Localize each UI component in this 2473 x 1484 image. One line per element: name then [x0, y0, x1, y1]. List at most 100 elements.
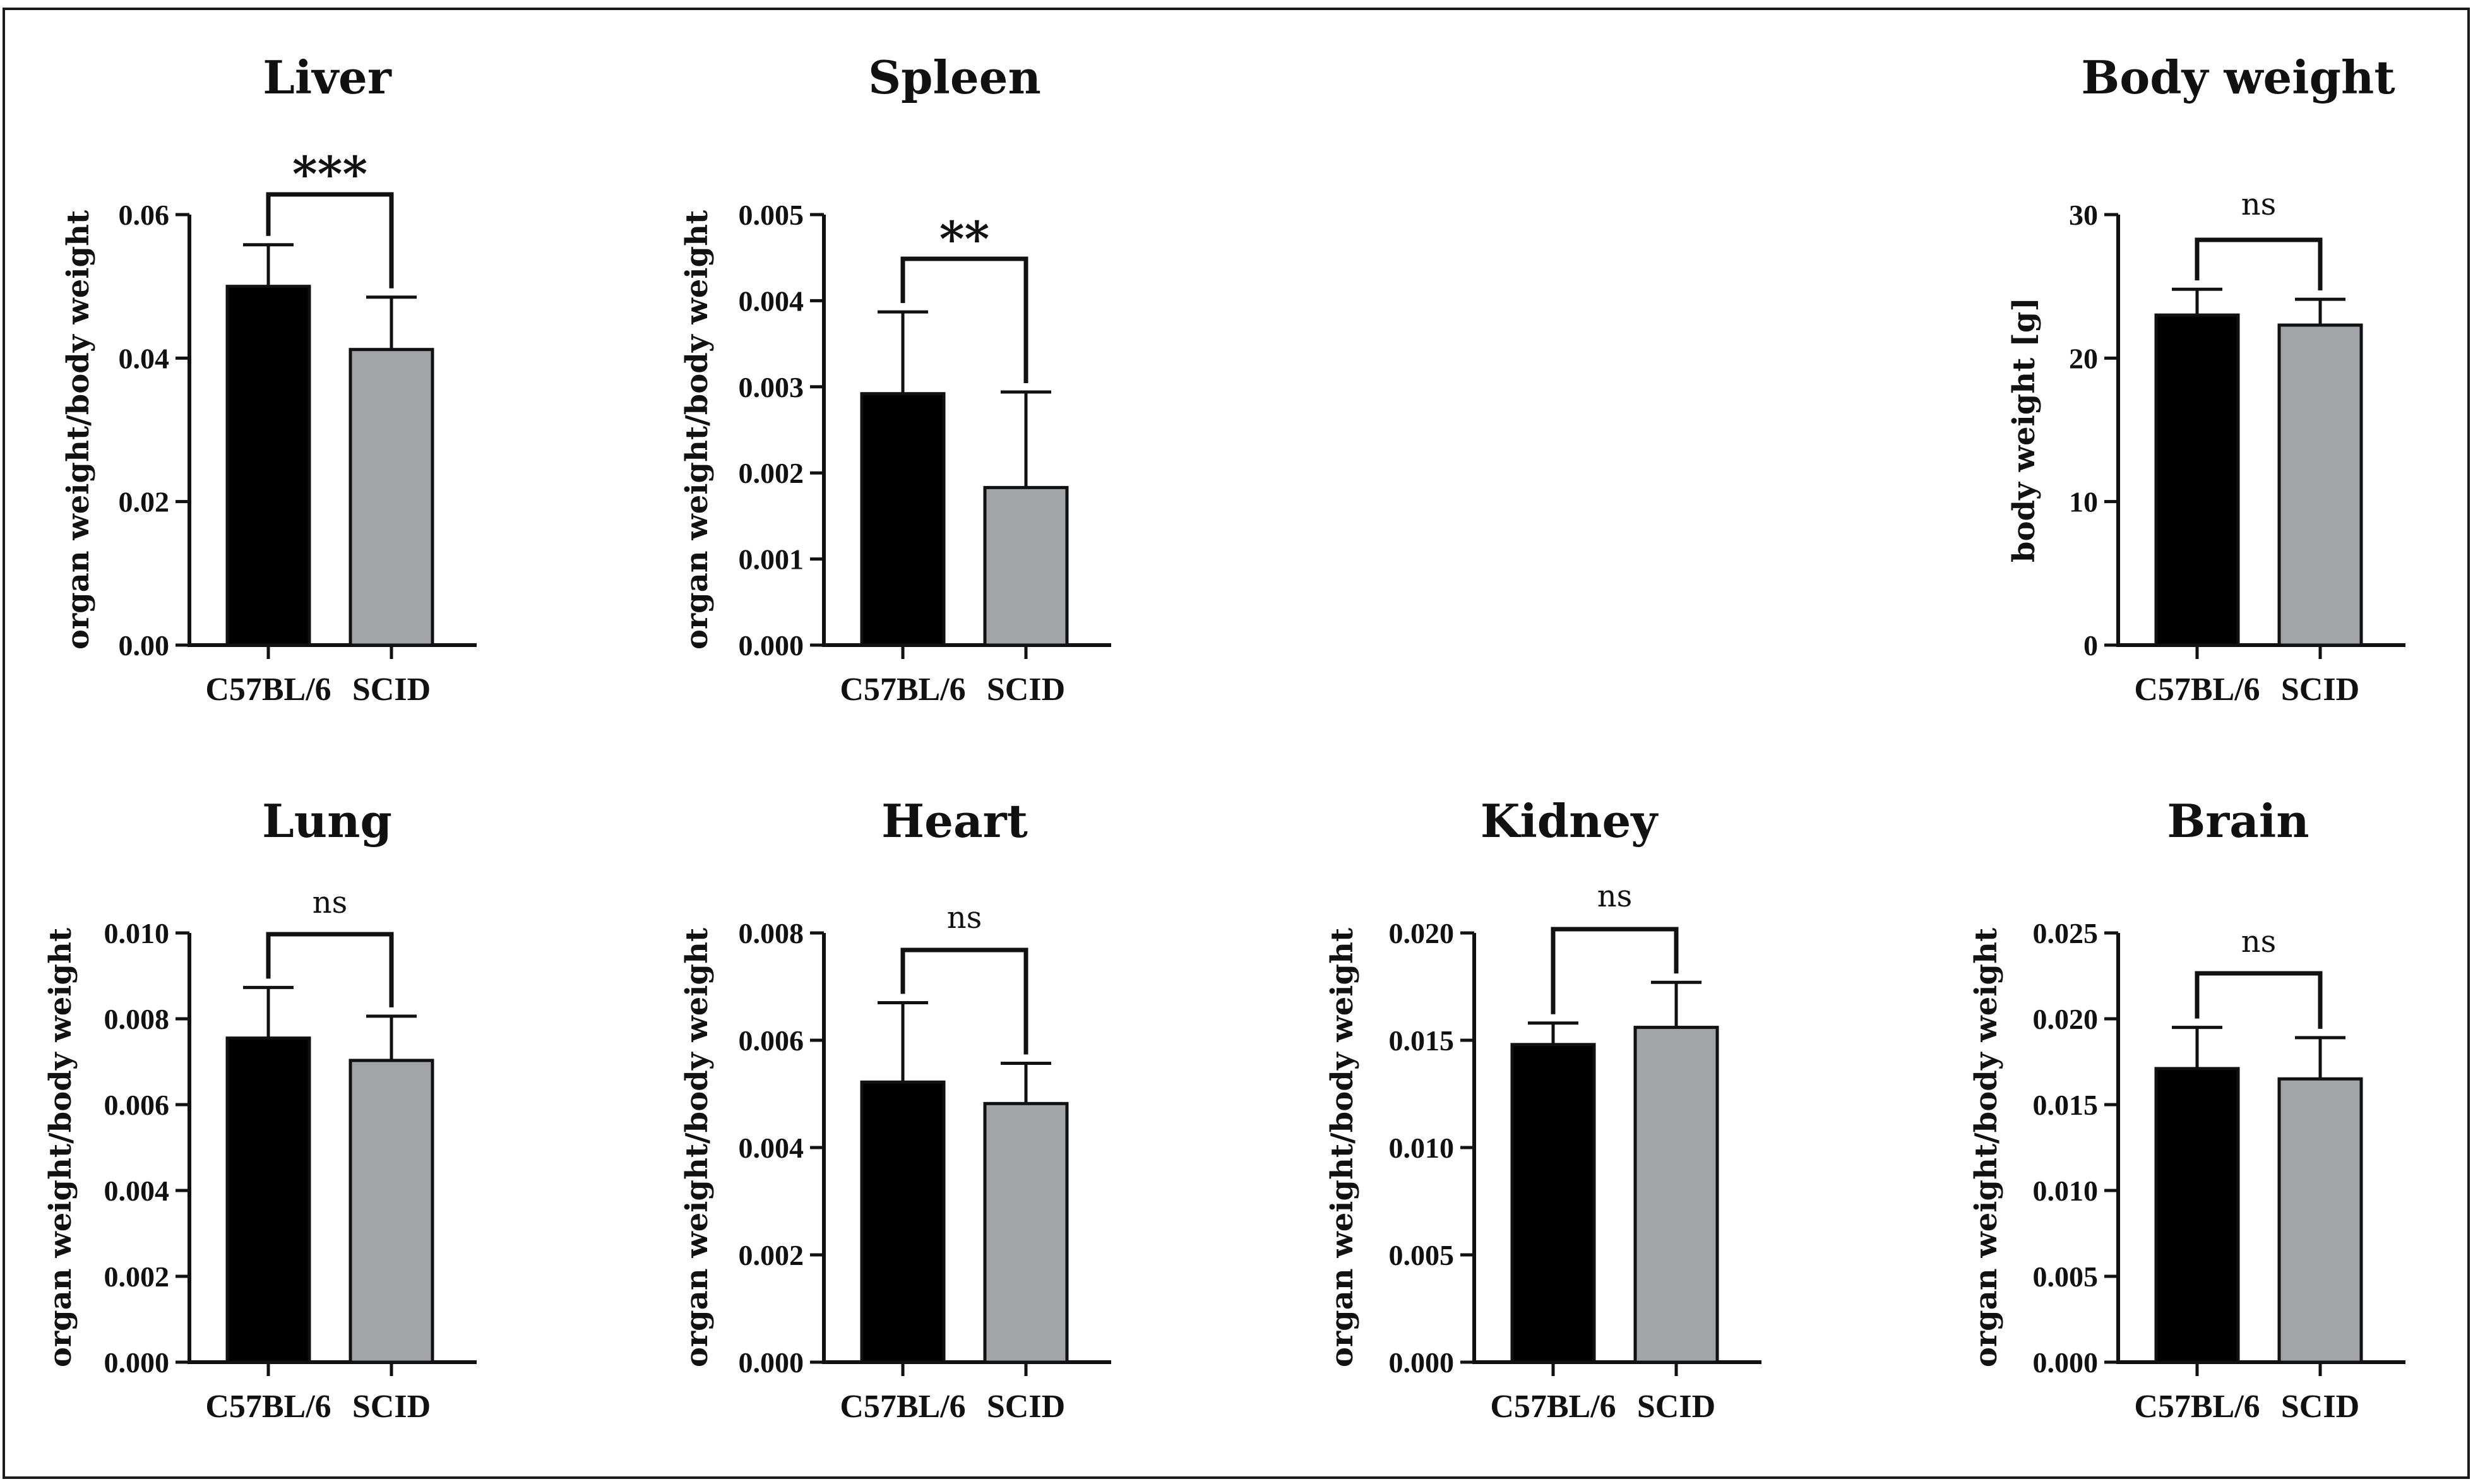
y-tick-label: 0.000 — [739, 629, 804, 662]
significance-label: ns — [2241, 924, 2277, 959]
y-tick-label: 0.000 — [104, 1346, 170, 1379]
significance-bracket — [266, 932, 394, 1007]
y-tick-label: 0.015 — [1389, 1024, 1455, 1057]
y-tick-label: 0.008 — [104, 1003, 170, 1035]
y-tick-label: 0.006 — [104, 1089, 170, 1121]
significance-bracket — [900, 947, 1028, 1055]
bar-c57bl-6 — [860, 1080, 946, 1364]
y-tick-label: 0.002 — [739, 457, 804, 489]
chart-body-weight: Body weight body weight [g] 0 10 20 30 C57BL/6… — [2006, 50, 2405, 708]
y-tick-label: 0.002 — [104, 1261, 170, 1293]
x-tick-label: C57BL/6 — [2134, 1389, 2260, 1425]
y-tick-label: 0.004 — [739, 285, 804, 317]
y-tick-label: 0.000 — [1389, 1346, 1455, 1379]
chart-heart: Heart organ weight/body weight 0.000 0.002 0… — [679, 794, 1111, 1425]
y-tick-label: 30 — [2069, 199, 2098, 231]
x-tick-label: C57BL/6 — [205, 672, 331, 708]
chart-spleen: Spleen organ weight/body weight 0.000 0.001… — [679, 50, 1111, 708]
chart-title: Heart — [881, 794, 1028, 848]
x-tick-label: C57BL/6 — [840, 1389, 965, 1425]
y-axis-label: organ weight/body weight — [679, 210, 715, 650]
y-tick-label: 0.010 — [2033, 1175, 2099, 1207]
y-axis-label: organ weight/body weight — [43, 928, 78, 1367]
significance-bracket — [2195, 971, 2323, 1029]
bar-scid — [2277, 1077, 2363, 1364]
significance-bracket — [900, 256, 1028, 383]
x-tick-label: SCID — [987, 672, 1065, 708]
chart-title: Kidney — [1481, 794, 1659, 848]
y-axis-label: organ weight/body weight — [1325, 928, 1360, 1367]
chart-liver: Liver organ weight/body weight 0.00 0.02 0.0… — [61, 50, 477, 708]
x-tick-label: SCID — [1637, 1389, 1715, 1425]
y-tick-label: 0.003 — [739, 371, 804, 403]
chart-title: Body weight — [2081, 50, 2395, 104]
bar-c57bl-6 — [1510, 1043, 1596, 1364]
y-axis-label: organ weight/body weight — [679, 928, 715, 1367]
y-tick-label: 0.020 — [1389, 917, 1455, 949]
y-tick-label: 0.008 — [739, 917, 804, 949]
significance-label: ns — [313, 885, 348, 920]
y-axis-label: organ weight/body weight — [61, 210, 96, 650]
y-tick-label: 0.010 — [1389, 1132, 1455, 1164]
bar-c57bl-6 — [225, 1036, 311, 1364]
y-tick-label: 0.02 — [119, 486, 170, 518]
chart-brain: Brain organ weight/body weight 0.000 0.005 0… — [1969, 794, 2405, 1425]
chart-title: Spleen — [868, 50, 1041, 104]
x-tick-label: C57BL/6 — [1490, 1389, 1616, 1425]
y-tick-label: 0.020 — [2033, 1003, 2099, 1035]
y-tick-label: 0.004 — [739, 1132, 804, 1164]
y-tick-label: 0.015 — [2033, 1089, 2099, 1121]
figure-border — [3, 8, 2470, 1479]
y-axis-label: organ weight/body weight — [1969, 928, 2004, 1367]
x-tick-label: SCID — [987, 1389, 1065, 1425]
chart-title: Liver — [263, 50, 392, 104]
chart-kidney: Kidney organ weight/body weight 0.000 0.005… — [1325, 794, 1761, 1425]
y-axis-label: body weight [g] — [2006, 297, 2042, 562]
significance-label: *** — [292, 146, 367, 202]
bar-c57bl-6 — [2154, 313, 2240, 647]
y-tick-label: 0.001 — [739, 543, 804, 576]
bar-scid — [349, 348, 434, 647]
y-tick-label: 0.010 — [104, 917, 170, 949]
y-tick-label: 10 — [2069, 486, 2098, 518]
y-tick-label: 0.000 — [739, 1346, 804, 1379]
y-tick-label: 0.000 — [2033, 1346, 2099, 1379]
y-tick-label: 0.06 — [119, 199, 170, 231]
x-tick-label: SCID — [352, 1389, 431, 1425]
y-tick-label: 0 — [2083, 629, 2098, 662]
x-tick-label: SCID — [2281, 1389, 2359, 1425]
significance-bracket — [2195, 237, 2323, 291]
x-tick-label: C57BL/6 — [205, 1389, 331, 1425]
bar-c57bl-6 — [860, 392, 946, 647]
y-tick-label: 0.005 — [739, 199, 804, 231]
bar-scid — [2277, 323, 2363, 647]
significance-label: ns — [947, 900, 982, 935]
significance-bracket — [266, 192, 394, 288]
chart-title: Lung — [262, 794, 392, 848]
x-tick-label: SCID — [352, 672, 431, 708]
significance-label: ns — [2241, 187, 2277, 222]
chart-lung: Lung organ weight/body weight 0.000 0.002 0.… — [43, 794, 477, 1425]
bar-scid — [983, 1101, 1069, 1364]
significance-label: ns — [1597, 879, 1633, 914]
bar-scid — [1633, 1026, 1719, 1364]
y-tick-label: 0.00 — [119, 629, 170, 662]
significance-bracket — [1551, 927, 1679, 1014]
y-tick-label: 0.004 — [104, 1175, 170, 1207]
x-tick-label: C57BL/6 — [2134, 672, 2260, 708]
significance-label: ** — [939, 211, 990, 267]
bar-c57bl-6 — [2154, 1067, 2240, 1364]
y-tick-label: 0.005 — [2033, 1261, 2099, 1293]
chart-panels: Liver organ weight/body weight 0.00 0.02 0.0… — [43, 50, 2405, 1425]
chart-title: Brain — [2167, 794, 2309, 848]
y-tick-label: 0.005 — [1389, 1239, 1455, 1271]
bar-scid — [983, 485, 1069, 647]
y-tick-label: 20 — [2069, 342, 2098, 374]
bar-c57bl-6 — [225, 285, 311, 647]
y-tick-label: 0.025 — [2033, 917, 2099, 949]
y-tick-label: 0.002 — [739, 1239, 804, 1271]
x-tick-label: SCID — [2281, 672, 2359, 708]
bar-scid — [349, 1059, 434, 1364]
y-tick-label: 0.04 — [119, 342, 170, 374]
